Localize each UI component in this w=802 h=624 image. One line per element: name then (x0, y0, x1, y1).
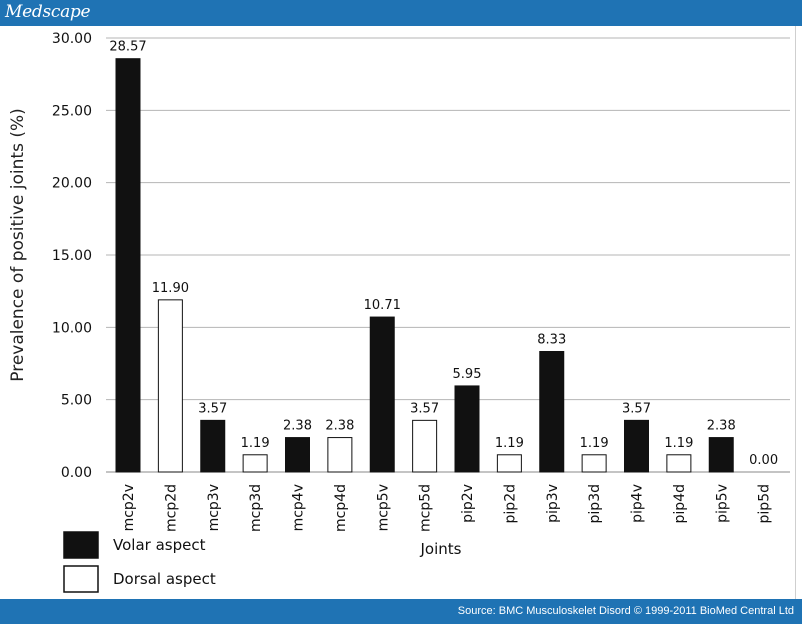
category-label: pip5v (714, 484, 730, 523)
category-label: pip3v (545, 484, 561, 523)
data-label: 0.00 (749, 453, 778, 468)
category-label: mcp5v (375, 484, 391, 531)
bar (624, 419, 649, 473)
y-tick-label: 25.00 (52, 103, 92, 119)
y-tick-label: 5.00 (61, 393, 92, 409)
bar (666, 454, 692, 473)
data-label: 3.57 (410, 401, 439, 416)
category-label: mcp2d (163, 484, 179, 532)
bar (369, 316, 395, 473)
data-label: 1.19 (241, 436, 270, 451)
y-tick-label: 0.00 (61, 465, 92, 481)
data-label: 2.38 (707, 419, 736, 434)
category-label: mcp3d (248, 484, 264, 532)
data-label: 5.95 (453, 367, 482, 382)
bar (539, 350, 565, 473)
bar (496, 454, 522, 473)
bar (285, 437, 310, 473)
bar (242, 454, 268, 473)
bars (115, 58, 734, 473)
category-label: mcp4d (333, 484, 349, 532)
y-tick-label: 10.00 (52, 320, 92, 336)
bar (200, 419, 226, 473)
data-label: 8.33 (537, 332, 566, 347)
legend-swatch-dorsal (63, 565, 99, 593)
data-label: 3.57 (198, 401, 227, 416)
data-labels: 28.57 11.90 3.57 1.19 2.38 2.38 10.71 3.57 5.95 1… (109, 40, 778, 468)
data-label: 11.90 (152, 281, 189, 296)
data-label: 3.57 (622, 401, 651, 416)
bar (454, 385, 480, 473)
bar (157, 299, 183, 473)
data-label: 2.38 (283, 419, 312, 434)
y-tick-label: 30.00 (52, 31, 92, 47)
bar-chart: 0.00 5.00 10.00 15.00 20.00 25.00 30.00 28.57 1… (8, 31, 790, 593)
category-label: pip5d (757, 484, 773, 523)
category-label: pip3d (587, 484, 603, 523)
data-label: 28.57 (109, 40, 146, 55)
y-tick-label: 20.00 (52, 176, 92, 192)
category-label: pip4v (630, 484, 646, 523)
legend-label-volar: Volar aspect (113, 536, 206, 554)
data-label: 1.19 (664, 436, 693, 451)
bar (327, 437, 353, 473)
y-tick-labels: 0.00 5.00 10.00 15.00 20.00 25.00 30.00 (52, 31, 92, 481)
bar (708, 437, 734, 473)
x-axis-label: Joints (420, 540, 462, 558)
data-label: 1.19 (495, 436, 524, 451)
data-label: 10.71 (364, 298, 401, 313)
category-label: mcp4v (291, 484, 307, 531)
bar (115, 58, 141, 473)
category-label: pip2v (460, 484, 476, 523)
category-label: mcp5d (418, 484, 434, 532)
legend-swatch-volar (63, 531, 99, 559)
category-label: mcp3v (206, 484, 222, 531)
medscape-logo: Medscape (5, 2, 91, 22)
legend-label-dorsal: Dorsal aspect (113, 570, 216, 588)
data-label: 2.38 (325, 419, 354, 434)
bar (412, 419, 438, 473)
y-axis-label: Prevalence of positive joints (%) (8, 108, 28, 382)
category-labels: mcp2v mcp2d mcp3v mcp3d mcp4v mcp4d mcp5v mcp5d… (121, 484, 773, 532)
category-label: pip2d (502, 484, 518, 523)
frame-line (795, 26, 796, 599)
legend: Volar aspect Dorsal aspect (63, 531, 216, 593)
source-credit: Source: BMC Musculoskelet Disord © 1999-… (457, 605, 794, 617)
category-label: mcp2v (121, 484, 137, 531)
bar (581, 454, 607, 473)
data-label: 1.19 (580, 436, 609, 451)
category-label: pip4d (672, 484, 688, 523)
header-bar: Medscape (0, 0, 802, 26)
y-tick-label: 15.00 (52, 248, 92, 264)
footer-bar: Source: BMC Musculoskelet Disord © 1999-… (0, 599, 802, 624)
